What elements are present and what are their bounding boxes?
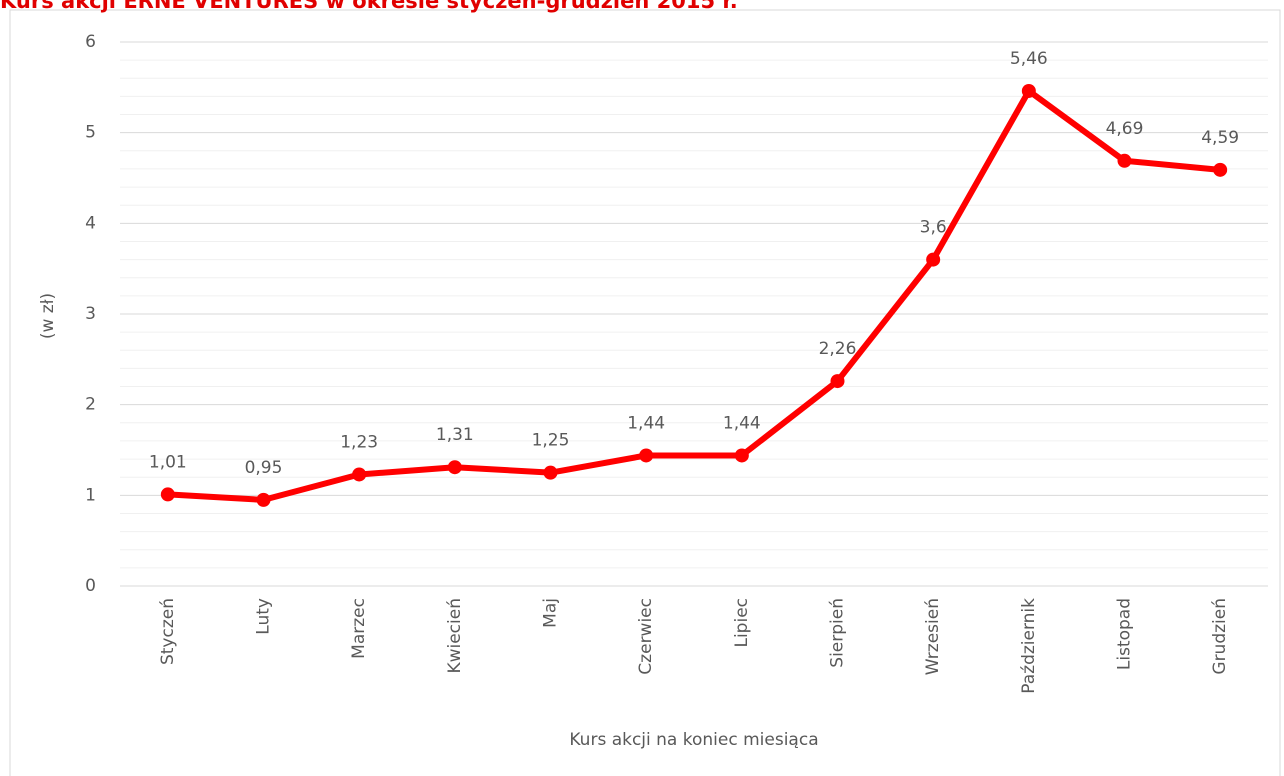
data-label: 1,31 (436, 425, 474, 445)
data-label: 1,44 (723, 413, 761, 433)
x-tick-label: Czerwiec (636, 598, 656, 675)
data-label: 5,46 (1010, 49, 1048, 69)
x-tick-label: Listopad (1115, 598, 1135, 670)
y-tick-label: 3 (85, 304, 96, 324)
data-point (352, 467, 367, 482)
data-label: 0,95 (245, 458, 283, 478)
data-point (734, 448, 749, 463)
y-tick-label: 4 (85, 213, 96, 233)
y-tick-label: 2 (85, 395, 96, 415)
x-tick-label: Październik (1019, 598, 1039, 694)
data-label: 3,6 (920, 218, 947, 238)
y-tick-label: 0 (85, 576, 96, 596)
x-tick-label: Kwiecień (445, 598, 465, 674)
y-tick-label: 5 (85, 123, 96, 143)
data-point (160, 487, 175, 502)
y-axis-label: (w zł) (38, 293, 58, 339)
data-point (1213, 162, 1228, 177)
x-tick-label: Maj (541, 598, 561, 628)
data-point (543, 465, 558, 480)
data-label: 1,23 (340, 432, 378, 452)
data-point (447, 460, 462, 475)
data-point (1117, 153, 1132, 168)
data-point (639, 448, 654, 463)
x-tick-label: Lipiec (732, 598, 752, 648)
y-tick-label: 6 (85, 32, 96, 52)
data-point (830, 374, 845, 389)
x-axis-label: Kurs akcji na koniec miesiąca (569, 730, 818, 750)
data-point (926, 252, 941, 267)
data-label: 1,25 (532, 431, 570, 451)
data-point (256, 492, 271, 507)
x-tick-label: Sierpień (828, 598, 848, 668)
x-tick-label: Wrzesień (923, 598, 943, 675)
data-label: 4,69 (1106, 119, 1144, 139)
y-tick-label: 1 (85, 485, 96, 505)
data-label: 4,59 (1201, 128, 1239, 148)
chart-frame (9, 9, 1281, 776)
data-label: 1,44 (627, 413, 665, 433)
x-tick-label: Grudzień (1210, 598, 1230, 675)
data-point (1021, 83, 1036, 98)
series-line (167, 87, 1221, 503)
x-tick-label: Marzec (349, 598, 369, 659)
x-tick-label: Styczeń (158, 598, 178, 665)
data-label: 2,26 (819, 339, 857, 359)
x-tick-label: Luty (254, 598, 274, 635)
chart-title: Kurs akcji ERNE VENTURES w okresie stycz… (0, 0, 738, 13)
data-label: 1,01 (149, 452, 187, 472)
